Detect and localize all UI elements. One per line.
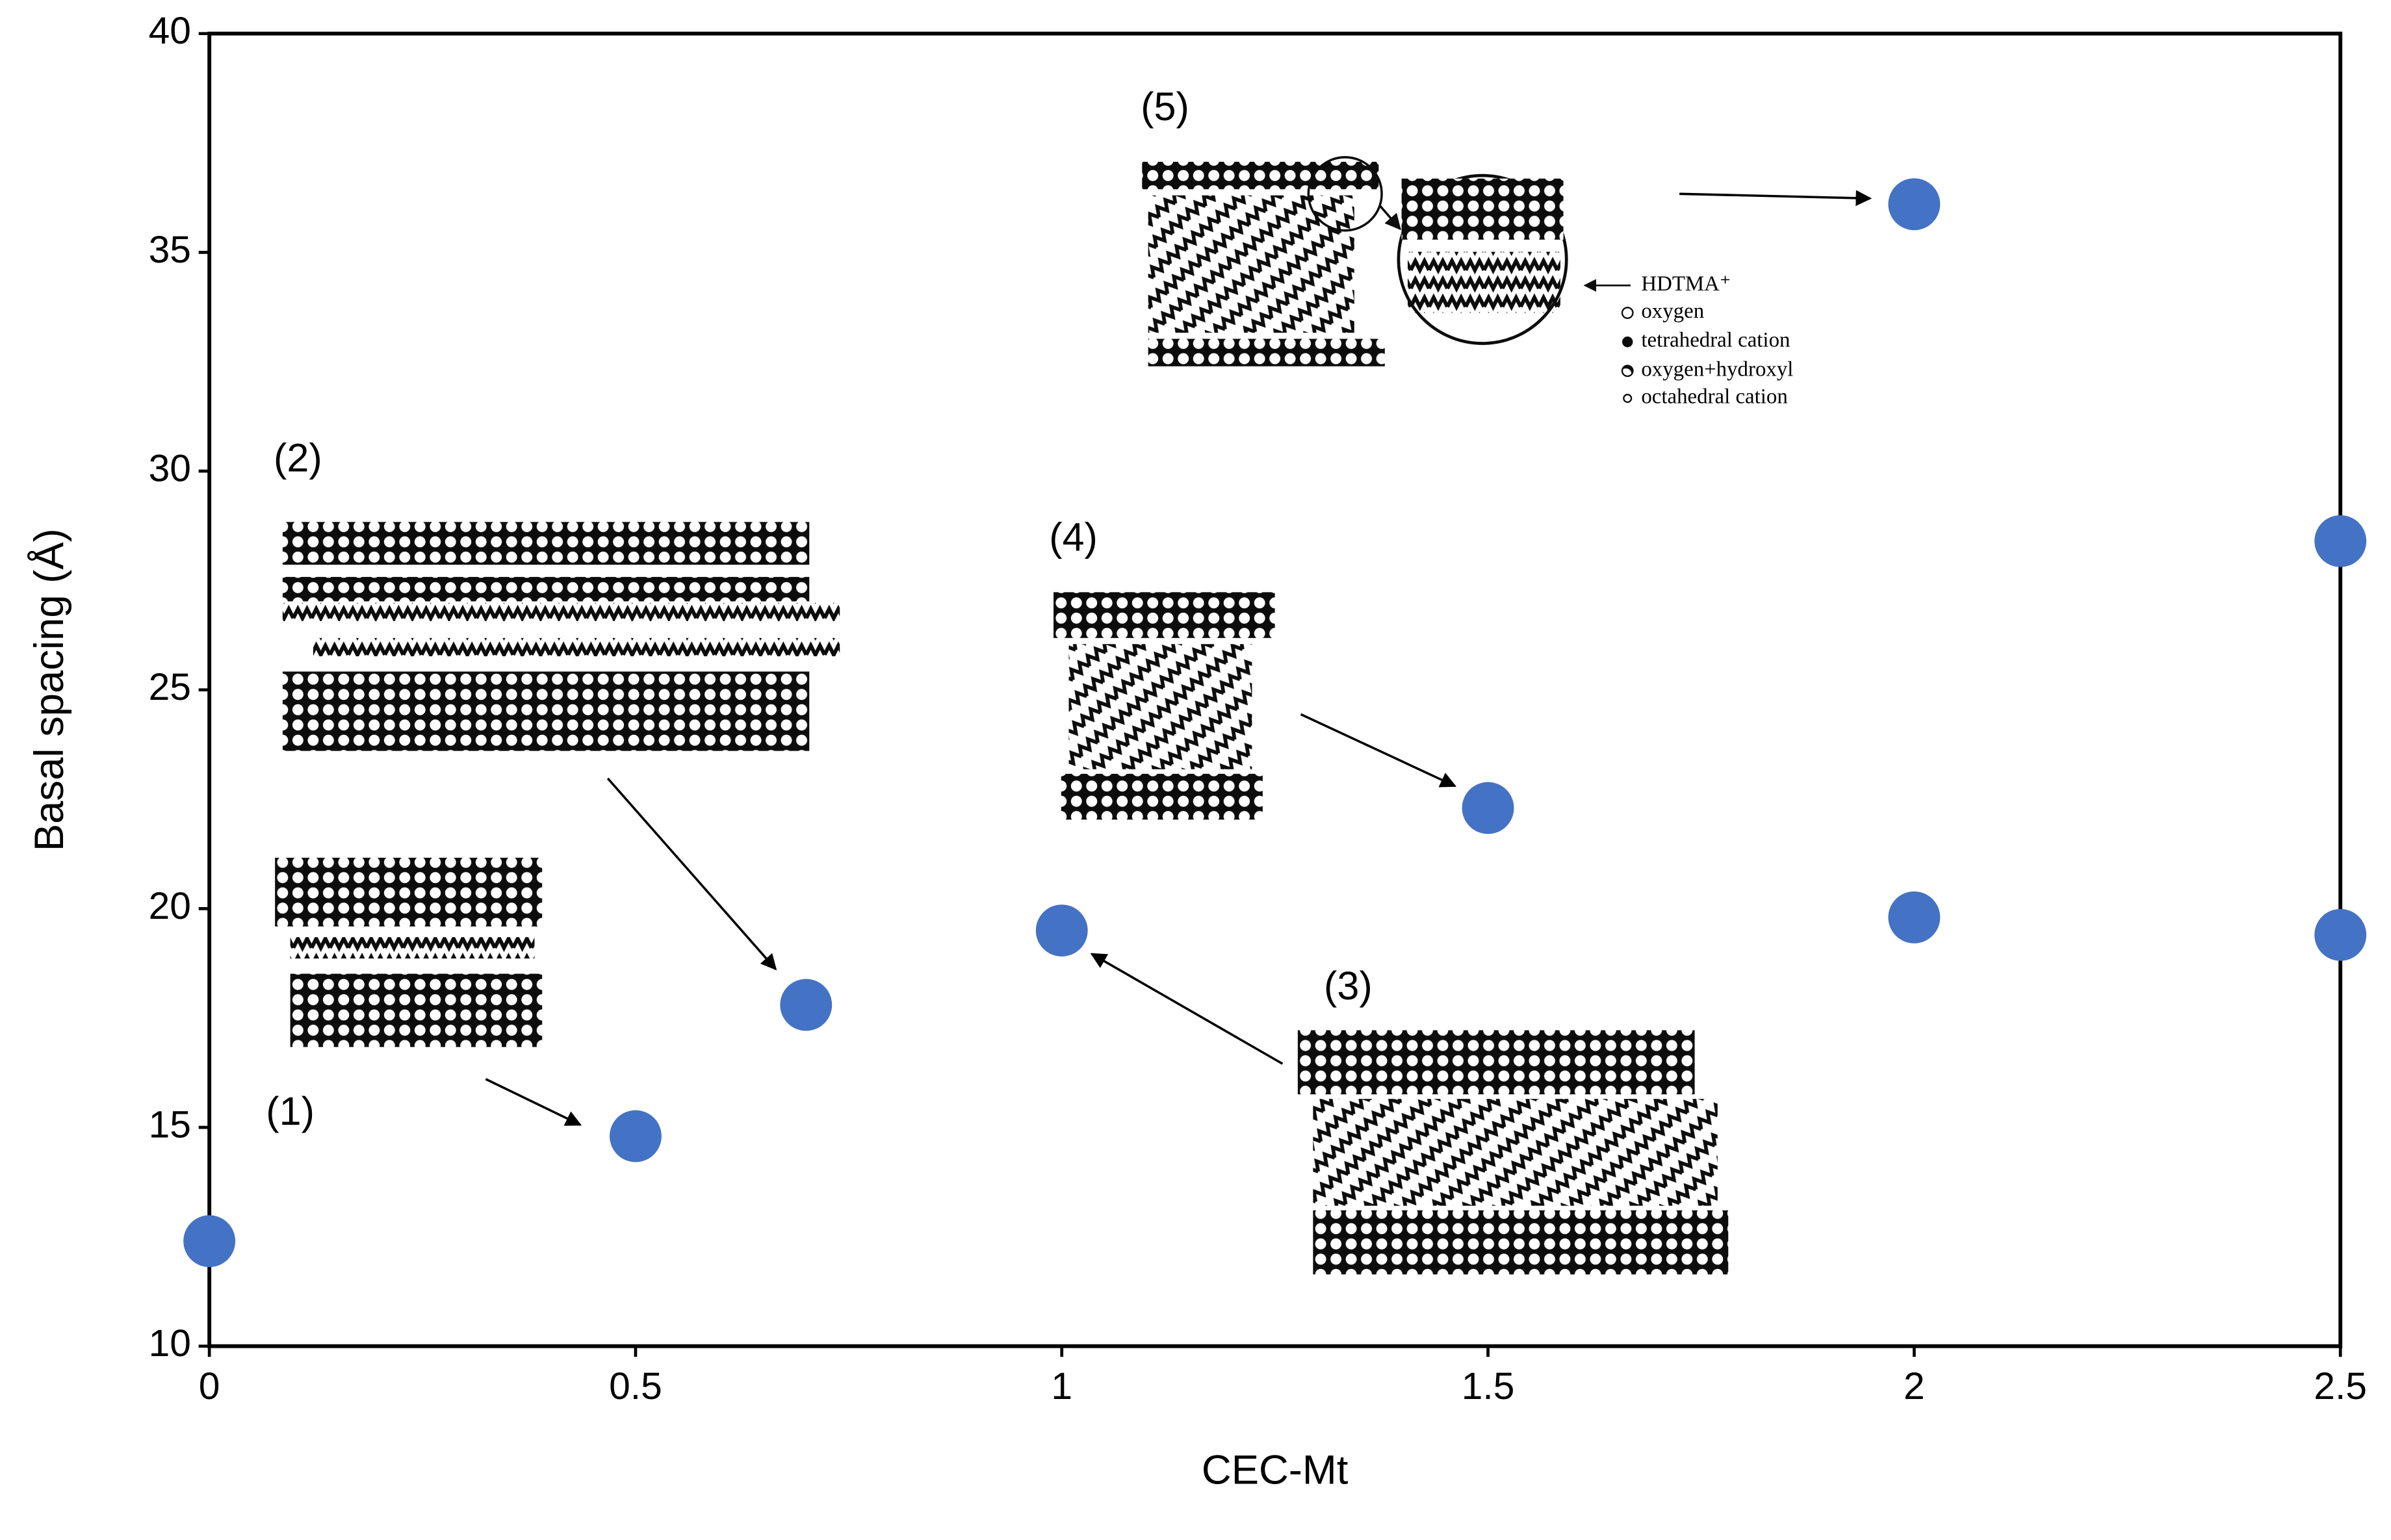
- point: [1035, 905, 1088, 956]
- point: [2314, 515, 2367, 567]
- x-tick-label: 1.5: [1462, 1365, 1515, 1407]
- annotation: (2): [274, 435, 322, 480]
- point: [2314, 908, 2367, 961]
- x-tick-label: 1: [1051, 1365, 1072, 1407]
- y-axis-label: Basal spacing (Å): [27, 528, 72, 851]
- annotation: (5): [1141, 84, 1189, 129]
- point: [1888, 891, 1941, 943]
- point: [183, 1215, 236, 1268]
- inset-legend-text: oxygen+hydroxyl: [1641, 357, 1793, 381]
- y-tick-label: 40: [149, 10, 191, 52]
- inset-legend-text: oxygen: [1641, 300, 1704, 323]
- y-tick-label: 15: [149, 1104, 191, 1146]
- x-tick-label: 2: [1904, 1365, 1925, 1407]
- inset-images: [275, 156, 1729, 1275]
- y-tick-label: 20: [149, 885, 191, 927]
- x-tick-label: 2.5: [2314, 1365, 2367, 1407]
- x-tick-label: 0.5: [609, 1365, 662, 1407]
- inset-legend-text: tetrahedral cation: [1641, 329, 1790, 352]
- annotation: (1): [266, 1089, 315, 1133]
- y-tick-label: 25: [149, 666, 191, 708]
- x-axis-label: CEC-Mt: [1202, 1447, 1349, 1493]
- inset-legend-text: octahedral cation: [1641, 385, 1787, 409]
- y-tick-label: 10: [149, 1322, 191, 1365]
- arrows: [485, 190, 1872, 1126]
- point: [610, 1110, 662, 1162]
- inset-legend-text: HDTMA⁺: [1641, 272, 1731, 296]
- y-tick-label: 30: [149, 448, 191, 490]
- point: [780, 979, 833, 1031]
- point: [1462, 782, 1514, 834]
- x-tick-label: 0: [199, 1365, 220, 1407]
- annotation: (3): [1324, 964, 1373, 1008]
- y-tick-label: 35: [149, 229, 191, 271]
- annotation: (4): [1049, 515, 1098, 559]
- point: [1888, 178, 1941, 231]
